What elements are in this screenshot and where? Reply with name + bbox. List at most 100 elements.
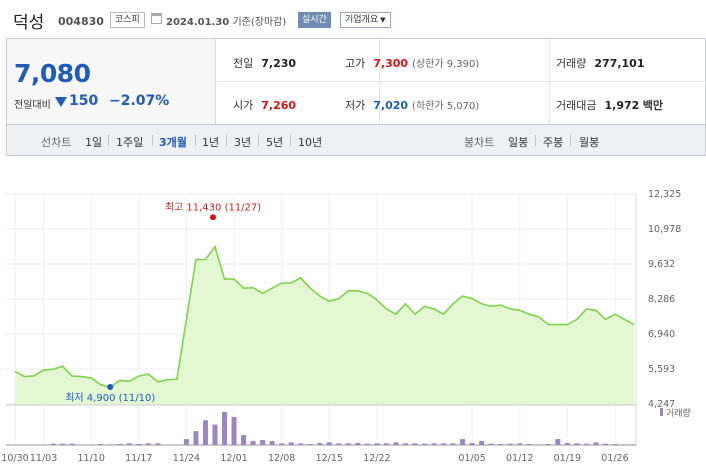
- x-tick-label: 12/15: [316, 453, 343, 464]
- volume-bar: [460, 439, 466, 445]
- period-1y[interactable]: 1년: [202, 136, 220, 149]
- volume-bar: [193, 431, 199, 445]
- period-5y[interactable]: 5년: [266, 136, 284, 149]
- low-price: 저가 7,020 (하한가 5,070): [345, 99, 480, 112]
- volume-bar: [317, 443, 323, 445]
- volume-bar: [393, 442, 399, 445]
- volume-bar: [269, 441, 275, 445]
- volume-bar: [345, 443, 351, 445]
- volume-bar: [279, 443, 285, 445]
- volume-legend-swatch: [660, 408, 663, 416]
- volume-bar: [402, 443, 408, 445]
- x-tick-label: 01/05: [458, 453, 485, 464]
- volume-bar: [288, 442, 294, 445]
- current-price: 7,080: [14, 59, 91, 88]
- candle-monthly[interactable]: 월봉: [579, 136, 600, 149]
- volume-bar: [631, 444, 637, 445]
- volume-bar: [69, 443, 75, 445]
- volume-bar: [231, 416, 237, 445]
- volume-bar: [107, 444, 113, 445]
- y-tick-label: 9,632: [648, 259, 675, 270]
- volume-bar: [507, 443, 513, 445]
- x-tick-label: 01/26: [601, 453, 628, 464]
- y-tick-label: 5,593: [648, 364, 675, 375]
- market-badge: 코스피: [110, 12, 145, 28]
- period-3m[interactable]: 3개월: [159, 136, 187, 149]
- change-label: 전일대비: [14, 100, 51, 111]
- volume-bar: [602, 443, 608, 445]
- candle-weekly[interactable]: 주봉: [543, 136, 564, 149]
- x-tick-label: 01/12: [506, 453, 533, 464]
- price-change: 150: [69, 93, 99, 109]
- calendar-icon: [151, 13, 162, 24]
- volume-bar: [183, 439, 189, 445]
- volume-legend: 거래량: [666, 407, 691, 419]
- x-tick-label: 11/03: [30, 453, 57, 464]
- x-tick-label: 11/17: [125, 453, 152, 464]
- realtime-button[interactable]: 실시간: [298, 12, 331, 28]
- volume-bar: [241, 435, 247, 445]
- stock-header: 덕성 004830 코스피 2024.01.30 기준(장마감) 실시간 기업개…: [0, 0, 706, 38]
- volume-bar: [412, 443, 418, 445]
- x-tick-label: 11/24: [173, 453, 200, 464]
- volume-bar: [612, 444, 618, 445]
- volume-bar: [260, 440, 266, 445]
- volume-bar: [336, 443, 342, 445]
- volume-bar: [222, 412, 228, 445]
- low-label: 최저 4,900 (11/10): [65, 392, 155, 404]
- volume-bar: [126, 443, 132, 445]
- volume-bar: [117, 444, 123, 445]
- volume-bar: [469, 443, 475, 445]
- volume-bar: [421, 443, 427, 445]
- high-marker: [210, 214, 216, 221]
- volume-bar: [583, 443, 589, 445]
- high-price: 고가 7,300 (상한가 9,390): [345, 57, 480, 70]
- quote-date: 2024.01.30 기준(장마감): [166, 17, 287, 28]
- volume-bar: [50, 443, 56, 445]
- volume: 거래량 277,101: [556, 57, 645, 70]
- volume-bar: [145, 443, 151, 445]
- y-tick-label: 6,940: [648, 329, 675, 340]
- open-price: 시가 7,260: [233, 99, 297, 112]
- volume-bar: [326, 442, 332, 445]
- stock-name: 덕성: [13, 13, 45, 33]
- volume-bar: [250, 441, 256, 445]
- price-change-pct: −2.07%: [109, 93, 170, 109]
- volume-bar: [136, 444, 142, 445]
- price-chart[interactable]: 12,325 10,978 9,632 8,286 6,940 5,593 4,247 10/…: [0, 156, 706, 475]
- period-3y[interactable]: 3년: [234, 136, 252, 149]
- stock-code: 004830: [58, 15, 104, 28]
- period-10y[interactable]: 10년: [298, 136, 323, 149]
- volume-bar: [355, 443, 361, 445]
- volume-bar: [298, 443, 304, 445]
- volume-bar: [441, 443, 447, 445]
- y-tick-label: 12,325: [648, 189, 681, 200]
- volume-bar: [536, 444, 542, 445]
- period-1w[interactable]: 1주일: [116, 136, 144, 149]
- volume-bar: [374, 443, 380, 445]
- volume-bar: [364, 443, 370, 445]
- volume-bar: [212, 424, 218, 445]
- volume-bar: [621, 444, 627, 445]
- company-overview-dropdown[interactable]: 기업개요 ▼: [340, 12, 391, 28]
- volume-bar: [60, 443, 66, 445]
- volume-bar: [98, 444, 104, 445]
- volume-bar: [155, 443, 161, 445]
- period-1d[interactable]: 1일: [85, 136, 103, 149]
- x-tick-label: 12/22: [363, 453, 390, 464]
- volume-bar: [517, 443, 523, 445]
- volume-bar: [564, 443, 570, 445]
- x-tick-label: 01/19: [554, 453, 581, 464]
- candle-daily[interactable]: 일봉: [508, 136, 529, 149]
- price-area: [15, 246, 634, 404]
- volume-bar: [526, 444, 532, 445]
- volume-bar: [307, 444, 313, 445]
- volume-bar: [555, 439, 561, 445]
- x-tick-label: 12/08: [268, 453, 295, 464]
- volume-bar: [450, 443, 456, 445]
- candle-chart-label: 봉차트: [464, 136, 495, 149]
- volume-bar: [574, 443, 580, 445]
- high-label: 최고 11,430 (11/27): [165, 201, 261, 213]
- divider: [217, 81, 706, 82]
- current-price-box: 7,080 전일대비 150 −2.07%: [7, 39, 216, 124]
